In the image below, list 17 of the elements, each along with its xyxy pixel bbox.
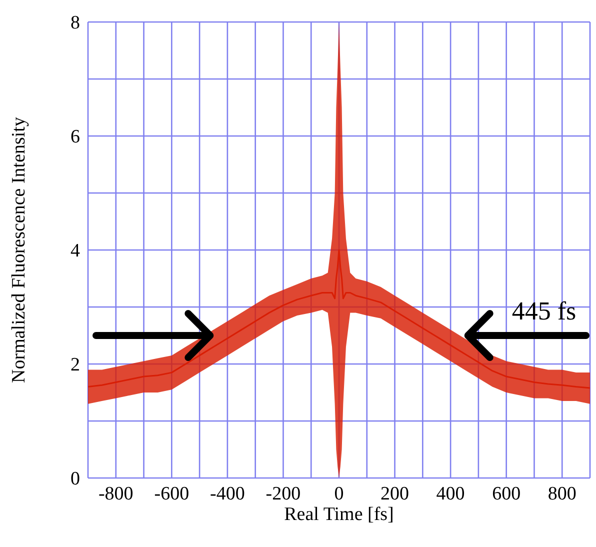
y-axis-title: Normalized Fluorescence Intensity (8, 116, 30, 383)
y-tick-label: 4 (70, 240, 80, 262)
x-tick-label: 600 (492, 483, 521, 504)
x-tick-label: 200 (380, 483, 410, 504)
x-tick-label: -600 (154, 483, 190, 504)
x-tick-label: 800 (548, 483, 576, 504)
annotation: 445 fs (512, 296, 576, 326)
x-tick-label: -800 (98, 483, 134, 504)
y-tick-label: 0 (70, 468, 80, 490)
y-tick-label: 8 (70, 12, 80, 34)
y-tick-label: 2 (70, 354, 80, 376)
x-tick-label: -200 (266, 483, 301, 504)
y-tick-label: 6 (70, 126, 80, 148)
x-tick-label: 0 (334, 483, 344, 504)
x-tick-label: -400 (210, 483, 245, 504)
x-tick-label: 400 (436, 483, 465, 504)
x-axis-title: Real Time [fs] (284, 504, 394, 525)
